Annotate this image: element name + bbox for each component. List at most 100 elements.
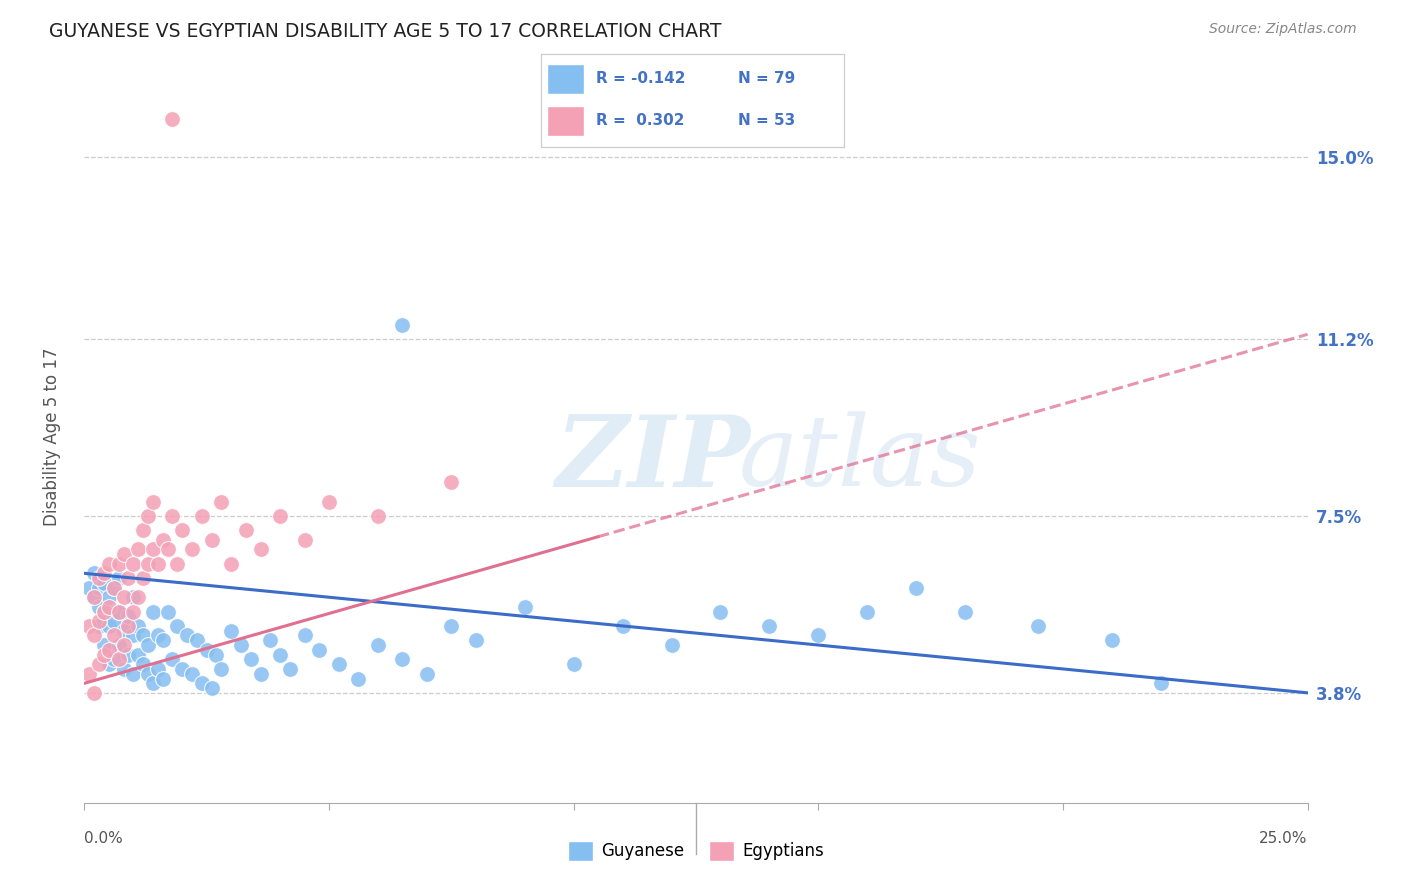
Legend: Guyanese, Egyptians: Guyanese, Egyptians — [561, 834, 831, 868]
Point — [152, 633, 174, 648]
Point — [166, 619, 188, 633]
Point — [112, 624, 135, 638]
Point — [294, 628, 316, 642]
Point — [195, 642, 218, 657]
Point — [107, 605, 129, 619]
Point — [97, 557, 120, 571]
Text: Source: ZipAtlas.com: Source: ZipAtlas.com — [1209, 22, 1357, 37]
Point — [709, 605, 731, 619]
Point — [127, 648, 149, 662]
Point — [181, 666, 204, 681]
Point — [191, 508, 214, 523]
Point — [219, 557, 242, 571]
Point — [328, 657, 350, 672]
Point — [112, 591, 135, 605]
Point — [87, 657, 110, 672]
Point — [142, 494, 165, 508]
Text: 25.0%: 25.0% — [1260, 831, 1308, 846]
Point — [1101, 633, 1123, 648]
Point — [229, 638, 252, 652]
Point — [107, 638, 129, 652]
Point — [122, 666, 145, 681]
Point — [112, 638, 135, 652]
Point — [905, 581, 928, 595]
Point — [142, 605, 165, 619]
Point — [107, 652, 129, 666]
Point — [93, 566, 115, 581]
Point — [117, 648, 139, 662]
Point — [127, 591, 149, 605]
Text: N = 79: N = 79 — [738, 71, 794, 87]
Point — [132, 524, 155, 538]
Point — [440, 619, 463, 633]
Point — [136, 557, 159, 571]
Point — [93, 648, 115, 662]
Point — [117, 609, 139, 624]
Point — [97, 619, 120, 633]
Point — [235, 524, 257, 538]
Point — [269, 508, 291, 523]
Point — [142, 676, 165, 690]
Point — [294, 533, 316, 547]
Point — [318, 494, 340, 508]
Point — [136, 666, 159, 681]
Point — [166, 557, 188, 571]
Point — [122, 557, 145, 571]
Point — [97, 657, 120, 672]
Point — [347, 672, 370, 686]
Point — [83, 566, 105, 581]
Point — [200, 681, 222, 695]
Point — [953, 605, 976, 619]
Point — [156, 542, 179, 557]
Point — [162, 508, 184, 523]
Point — [219, 624, 242, 638]
Point — [83, 686, 105, 700]
Point — [77, 581, 100, 595]
Point — [308, 642, 330, 657]
Point — [87, 599, 110, 614]
Point — [93, 638, 115, 652]
Text: 0.0%: 0.0% — [84, 831, 124, 846]
Point — [103, 628, 125, 642]
Point — [87, 571, 110, 585]
Point — [127, 542, 149, 557]
Point — [136, 508, 159, 523]
Point — [107, 605, 129, 619]
Point — [612, 619, 634, 633]
Point — [83, 591, 105, 605]
Point — [562, 657, 585, 672]
Point — [103, 652, 125, 666]
Point — [103, 581, 125, 595]
Point — [103, 581, 125, 595]
Bar — [547, 106, 583, 136]
Point — [464, 633, 486, 648]
Point — [122, 628, 145, 642]
Point — [209, 662, 232, 676]
Point — [87, 614, 110, 628]
Point — [77, 666, 100, 681]
Point — [416, 666, 439, 681]
Point — [107, 571, 129, 585]
Point — [122, 605, 145, 619]
Text: N = 53: N = 53 — [738, 113, 794, 128]
Point — [172, 524, 194, 538]
Point — [152, 533, 174, 547]
Point — [107, 557, 129, 571]
Point — [77, 619, 100, 633]
Bar — [547, 64, 583, 94]
Point — [93, 605, 115, 619]
Point — [239, 652, 262, 666]
Point — [132, 628, 155, 642]
Point — [146, 628, 169, 642]
Point — [176, 628, 198, 642]
Point — [367, 508, 389, 523]
Point — [117, 571, 139, 585]
Point — [132, 571, 155, 585]
Point — [136, 638, 159, 652]
Point — [807, 628, 830, 642]
Point — [93, 605, 115, 619]
Point — [146, 557, 169, 571]
Point — [87, 581, 110, 595]
Point — [112, 662, 135, 676]
Point — [391, 318, 413, 332]
